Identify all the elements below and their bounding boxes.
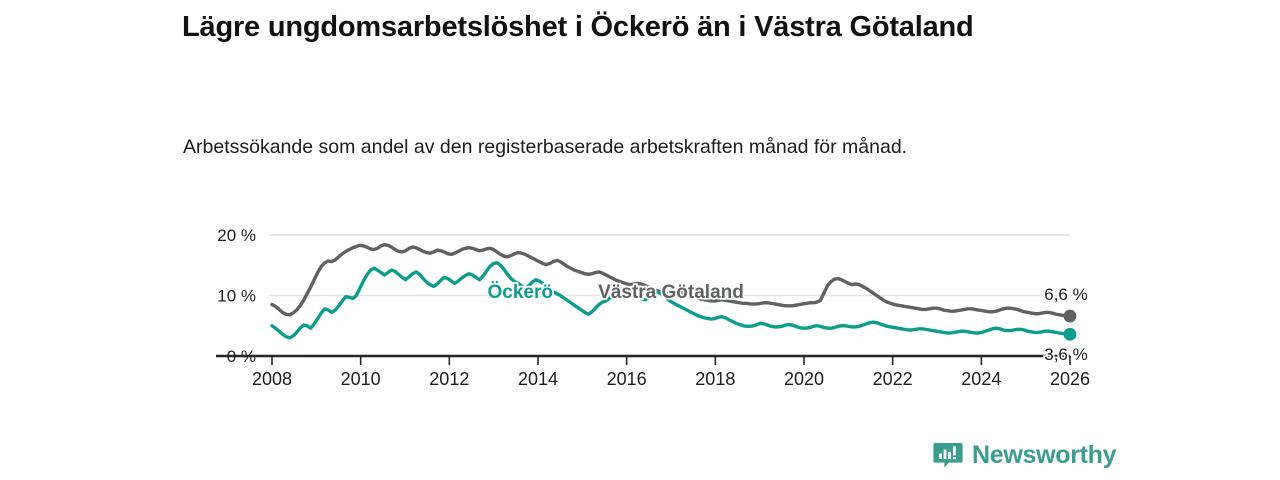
chart-gridlines	[269, 234, 1070, 297]
newsworthy-logo[interactable]: Newsworthy	[933, 440, 1117, 470]
series-label: Västra Götaland	[598, 282, 744, 303]
x-axis-tick-label: 2024	[961, 369, 1001, 389]
y-axis-tick-labels: 0 %10 %20 %	[217, 226, 256, 366]
chart-endpoint-markers	[1063, 309, 1077, 341]
series-end-value-label: 3,6 %	[1044, 345, 1087, 364]
series-label: Öckerö	[488, 282, 553, 303]
x-axis-tick-labels: 2008 2010 2012 2014 2016 2018 2020 2022 2024 2026	[252, 356, 1090, 389]
series-endpoint-marker	[1063, 327, 1077, 341]
series-end-value-label: 6,6 %	[1044, 285, 1087, 304]
x-axis-tick-label: 2020	[784, 369, 824, 389]
page-title: Lägre ungdomsarbetslöshet i Öckerö än i …	[182, 11, 974, 43]
series-line	[270, 242, 1072, 318]
brand-name: Newsworthy	[972, 440, 1117, 469]
x-axis-tick-label: 2018	[695, 369, 735, 389]
x-axis-tick-label: 2016	[607, 369, 647, 389]
x-axis-tick-label: 2026	[1050, 369, 1090, 389]
page-subtitle: Arbetssökande som andel av den registerb…	[183, 136, 908, 158]
x-axis-tick-label: 2008	[252, 369, 292, 389]
y-axis-tick-label: 10 %	[217, 287, 256, 306]
bar-chart-speech-bubble-icon	[933, 440, 963, 470]
series-endpoint-marker	[1063, 309, 1077, 323]
x-axis-tick-label: 2010	[341, 369, 381, 389]
x-axis-tick-label: 2022	[873, 369, 913, 389]
chart-series-labels: Västra Götaland Öckerö	[486, 280, 746, 304]
chart-series-lines	[270, 242, 1072, 340]
x-axis-tick-label: 2012	[429, 369, 469, 389]
x-axis-tick-label: 2014	[518, 369, 558, 389]
chart-value-labels: 6,6 % 3,6 %	[1043, 283, 1090, 365]
y-axis-tick-label: 20 %	[217, 226, 256, 245]
series-line	[270, 261, 1072, 340]
